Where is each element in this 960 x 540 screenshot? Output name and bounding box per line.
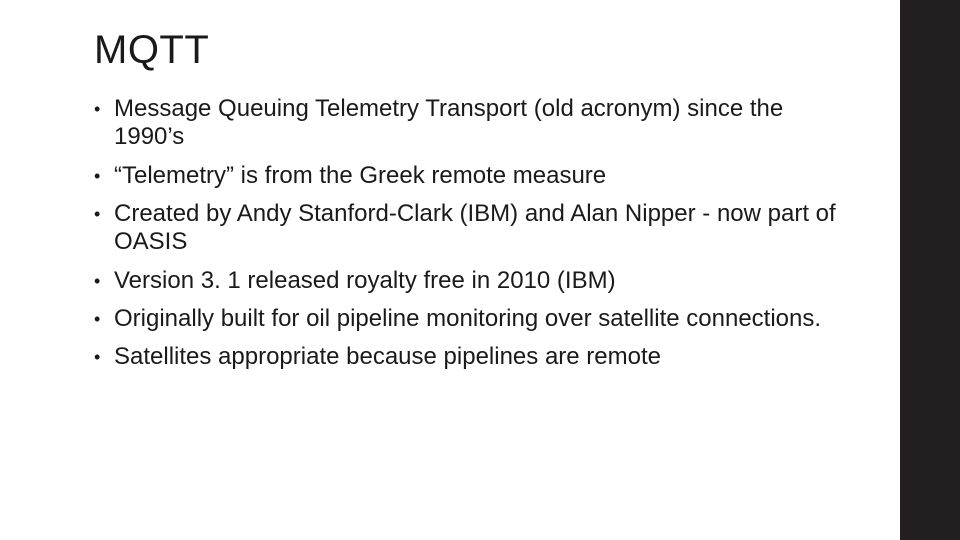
slide-title: MQTT: [94, 28, 840, 73]
list-item: “Telemetry” is from the Greek remote mea…: [94, 162, 840, 190]
slide-accent-bar: [900, 0, 960, 540]
list-item: Version 3. 1 released royalty free in 20…: [94, 267, 840, 295]
list-item: Satellites appropriate because pipelines…: [94, 343, 840, 371]
list-item: Created by Andy Stanford-Clark (IBM) and…: [94, 200, 840, 257]
list-item: Originally built for oil pipeline monito…: [94, 305, 840, 333]
slide-body: MQTT Message Queuing Telemetry Transport…: [0, 0, 900, 540]
list-item: Message Queuing Telemetry Transport (old…: [94, 95, 840, 152]
bullet-list: Message Queuing Telemetry Transport (old…: [94, 95, 840, 372]
